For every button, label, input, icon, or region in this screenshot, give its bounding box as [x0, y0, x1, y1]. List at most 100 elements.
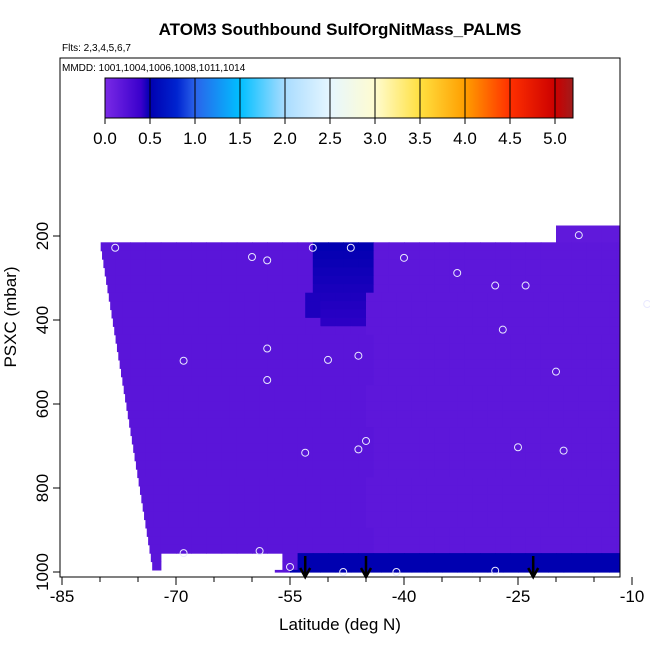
heatmap-cell [449, 561, 466, 571]
heatmap-cell [176, 334, 192, 344]
colorbar-frame [104, 77, 574, 119]
heatmap-cell [168, 309, 185, 319]
heatmap-cell [388, 460, 405, 470]
heatmap-cell [396, 519, 413, 529]
heatmap-cell [472, 393, 489, 403]
heatmap-cell [259, 511, 276, 521]
heatmap-cell [381, 502, 397, 512]
heatmap-cell [381, 401, 397, 411]
heatmap-cell [274, 494, 291, 504]
heatmap-cell [160, 284, 177, 294]
heatmap-cell [312, 343, 329, 353]
heatmap-cell [282, 527, 299, 537]
heatmap-cell [563, 393, 580, 403]
heatmap-cell [434, 427, 451, 437]
heatmap-cell [130, 284, 147, 294]
heatmap-cell [274, 301, 291, 311]
heatmap-cell [525, 284, 542, 294]
heatmap-cell [449, 334, 466, 344]
heatmap-cell [609, 317, 620, 327]
heatmap-cell [563, 511, 580, 521]
heatmap-cell [381, 485, 397, 495]
heatmap-cell [343, 452, 359, 462]
heatmap-cell [502, 418, 519, 428]
heatmap-cell [198, 410, 215, 420]
heatmap-cell [236, 284, 253, 294]
heatmap-cell [495, 259, 511, 269]
heatmap-cell [108, 292, 124, 302]
heatmap-cell [464, 267, 481, 277]
heatmap-cell [191, 275, 207, 285]
heatmap-cell [236, 351, 253, 361]
heatmap-cell [556, 267, 572, 277]
heatmap-cell [540, 561, 557, 571]
heatmap-cell [616, 259, 620, 269]
heatmap-cell [640, 419, 650, 428]
heatmap-cell [457, 519, 473, 529]
heatmap-cell [335, 502, 352, 512]
heatmap-cell [601, 452, 618, 462]
heatmap-cell [335, 309, 352, 319]
heatmap-cell [183, 519, 200, 529]
heatmap-cell [457, 502, 473, 512]
heatmap-cell [244, 326, 261, 336]
heatmap-cell [426, 385, 443, 395]
heatmap-cell [548, 401, 565, 411]
heatmap-cell [586, 435, 603, 445]
heatmap-cell [548, 301, 565, 311]
heatmap-cell [274, 385, 291, 395]
heatmap-cell [305, 301, 321, 311]
heatmap-cell [510, 443, 527, 453]
heatmap-cell [373, 544, 390, 554]
heatmap-cell [632, 436, 648, 445]
heatmap-cell [556, 435, 572, 445]
heatmap-cell [540, 544, 557, 554]
heatmap-cell [343, 267, 359, 277]
heatmap-cell [153, 385, 169, 395]
heatmap-cell [419, 443, 435, 453]
heatmap-cell [274, 569, 291, 573]
heatmap-cell [139, 485, 154, 495]
heatmap-cell [556, 250, 572, 260]
heatmap-cell [434, 469, 451, 479]
heatmap-cell [525, 351, 542, 361]
sample-point [491, 281, 500, 290]
heatmap-cell [464, 544, 481, 554]
heatmap-cell [267, 544, 283, 554]
heatmap-cell [640, 570, 650, 573]
heatmap-cell [214, 494, 230, 504]
heatmap-cell [434, 343, 451, 353]
heatmap-cell [586, 427, 603, 437]
heatmap-cell [153, 477, 169, 487]
heatmap-cell [214, 317, 230, 327]
heatmap-cell [214, 401, 230, 411]
heatmap-cell [122, 317, 139, 327]
heatmap-cell [145, 242, 162, 252]
heatmap-cell [449, 536, 466, 546]
heatmap-cell [106, 275, 116, 285]
heatmap-cell [640, 410, 650, 419]
heatmap-cell [480, 427, 496, 437]
heatmap-cell [510, 527, 527, 537]
colorbar-tick-label: 2.0 [273, 129, 297, 148]
heatmap-cell [632, 284, 648, 293]
heatmap-cell [472, 511, 489, 521]
heatmap-cell [160, 536, 177, 546]
heatmap-cell [426, 401, 443, 411]
heatmap-cell [518, 301, 534, 311]
heatmap-cell [601, 359, 618, 369]
heatmap-cell [404, 527, 420, 537]
heatmap-cell [426, 292, 443, 302]
heatmap-cell [153, 401, 169, 411]
heatmap-cell [464, 553, 481, 563]
heatmap-cell [472, 401, 489, 411]
heatmap-cell [160, 452, 177, 462]
sample-point [362, 436, 370, 445]
heatmap-cell [487, 317, 504, 327]
heatmap-cell [388, 359, 405, 369]
heatmap-cell [312, 259, 329, 269]
heatmap-cell [259, 401, 276, 411]
heatmap-cell [183, 477, 200, 487]
heatmap-cell [442, 494, 458, 504]
heatmap-cell [624, 293, 640, 302]
